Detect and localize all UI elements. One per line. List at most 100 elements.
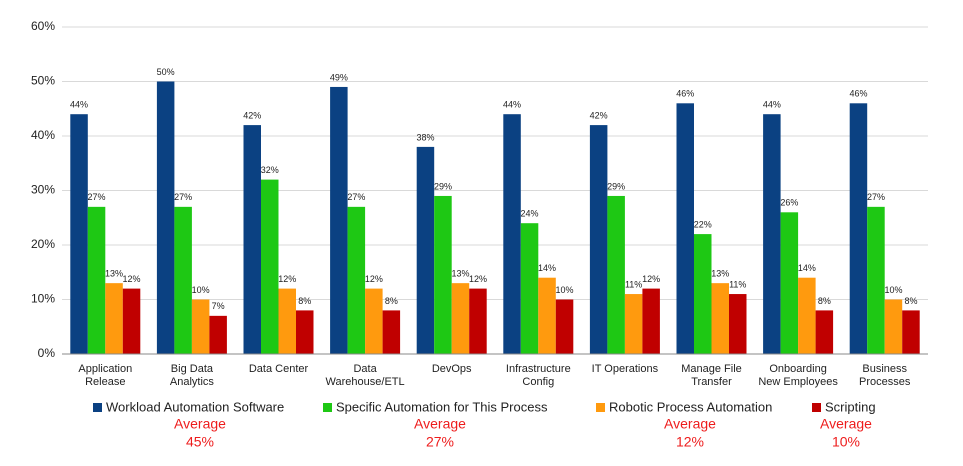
legend-swatch <box>93 403 102 412</box>
data-label: 44% <box>70 100 88 110</box>
data-label: 38% <box>416 132 434 142</box>
average-label: Average <box>414 416 466 432</box>
bar <box>87 206 106 354</box>
legend-label: Scripting <box>825 399 876 414</box>
bar <box>191 299 210 354</box>
bar <box>278 288 296 354</box>
data-label: 22% <box>694 219 712 229</box>
data-label: 10% <box>556 285 574 295</box>
data-label: 13% <box>711 269 729 279</box>
average-label: Average <box>174 416 226 432</box>
x-tick-label: Application Release <box>78 363 132 388</box>
bar <box>209 315 227 354</box>
y-tick-label: 50% <box>31 74 55 88</box>
average-value: 45% <box>186 434 214 450</box>
y-tick-label: 20% <box>31 237 55 251</box>
legend-label: Specific Automation for This Process <box>336 399 548 414</box>
data-label: 8% <box>904 296 917 306</box>
bar <box>122 288 141 354</box>
bar <box>607 195 625 354</box>
x-tick-label: Manage File Transfer <box>681 363 742 388</box>
data-label: 44% <box>503 100 521 110</box>
data-label: 44% <box>763 100 781 110</box>
data-label: 27% <box>174 192 192 202</box>
x-tick-label: Infrastructure Config <box>506 363 571 388</box>
data-label: 14% <box>538 263 556 273</box>
bar <box>70 114 88 354</box>
bar <box>624 294 643 354</box>
average-value: 12% <box>676 434 704 450</box>
data-label: 8% <box>385 296 398 306</box>
data-label: 10% <box>884 285 902 295</box>
legend-label: Workload Automation Software <box>106 399 284 414</box>
data-label: 24% <box>521 209 539 219</box>
y-tick-label: 40% <box>31 128 55 142</box>
data-label: 12% <box>642 274 660 284</box>
data-label: 8% <box>298 296 311 306</box>
data-label: 12% <box>365 274 383 284</box>
bar <box>589 125 608 354</box>
bar <box>105 283 123 354</box>
bar <box>365 288 383 354</box>
data-label: 14% <box>798 263 816 273</box>
data-label: 8% <box>818 296 831 306</box>
data-label: 13% <box>105 269 123 279</box>
legend-swatch <box>596 403 605 412</box>
data-label: 29% <box>607 181 625 191</box>
bar <box>798 277 816 354</box>
bar <box>296 310 314 354</box>
bar <box>243 125 261 354</box>
data-label: 32% <box>261 165 279 175</box>
data-label: 42% <box>243 110 261 120</box>
average-value: 27% <box>426 434 454 450</box>
data-label: 49% <box>330 72 348 82</box>
average-label: Average <box>664 416 716 432</box>
bar <box>849 103 868 354</box>
bar <box>902 310 920 354</box>
data-label: 46% <box>676 89 694 99</box>
average-label: Average <box>820 416 872 432</box>
bar <box>884 299 903 354</box>
bar <box>676 103 694 354</box>
bar <box>416 146 435 354</box>
bar <box>382 310 401 354</box>
x-tick-label: Data Warehouse/ETL <box>326 363 405 388</box>
legend-swatch <box>812 403 821 412</box>
bar <box>694 234 712 354</box>
data-label: 11% <box>729 279 746 289</box>
bar <box>261 179 279 354</box>
data-label: 46% <box>849 89 867 99</box>
bar <box>538 277 556 354</box>
bar <box>330 86 348 354</box>
legend-label: Robotic Process Automation <box>609 399 772 414</box>
data-label: 10% <box>192 285 210 295</box>
bar <box>503 114 521 354</box>
data-label: 13% <box>451 269 469 279</box>
data-label: 12% <box>469 274 487 284</box>
bar <box>520 223 539 354</box>
data-label: 26% <box>780 198 798 208</box>
x-tick-label: Onboarding New Employees <box>758 363 838 388</box>
bar <box>434 195 452 354</box>
bar <box>763 114 781 354</box>
data-label: 42% <box>590 110 608 120</box>
data-label: 27% <box>867 192 885 202</box>
bar <box>815 310 834 354</box>
data-label: 12% <box>123 274 141 284</box>
x-tick-label: Business Processes <box>859 363 911 388</box>
bar <box>729 294 747 354</box>
x-tick-label: Data Center <box>249 363 309 375</box>
data-label: 50% <box>157 67 175 77</box>
bar <box>711 283 729 354</box>
y-tick-label: 10% <box>31 292 55 306</box>
bar <box>780 212 799 354</box>
average-value: 10% <box>832 434 860 450</box>
data-label: 27% <box>347 192 365 202</box>
bar <box>469 288 487 354</box>
y-tick-label: 60% <box>31 19 55 33</box>
bar <box>451 283 470 354</box>
data-label: 27% <box>88 192 106 202</box>
x-tick-label: Big Data Analytics <box>170 363 215 388</box>
y-tick-label: 0% <box>38 346 56 360</box>
